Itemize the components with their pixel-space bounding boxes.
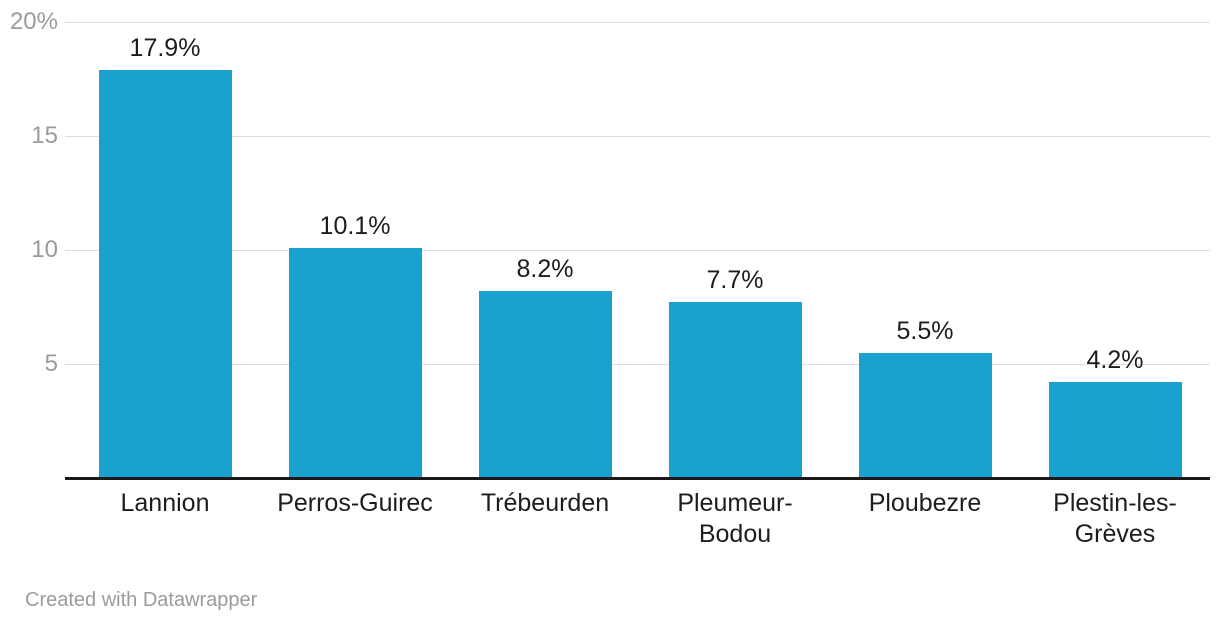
bar-value-label: 17.9% (129, 34, 201, 62)
bar-pleumeur-bodou[interactable] (669, 302, 802, 478)
x-axis-category-label: Lannion (120, 489, 210, 517)
y-gridline (65, 250, 1210, 251)
y-tick-label: 10 (31, 236, 58, 263)
y-gridline (65, 22, 1210, 23)
bar-lannion[interactable] (99, 70, 232, 478)
y-tick-label: 15 (31, 122, 58, 149)
x-axis-line (65, 477, 1210, 480)
bar-plestin-les-gr-ves[interactable] (1049, 382, 1182, 478)
x-axis-category-label: Ploubezre (868, 489, 982, 517)
x-axis-category-label: Pleumeur- Bodou (677, 489, 793, 548)
y-tick-label: 20% (9, 8, 58, 35)
bar-value-label: 8.2% (516, 255, 574, 283)
bar-ploubezre[interactable] (859, 353, 992, 478)
x-axis-category-label: Trébeurden (480, 489, 610, 517)
y-gridline (65, 136, 1210, 137)
y-tick-label: 5 (44, 350, 58, 377)
x-axis-category-label: Perros-Guirec (277, 489, 433, 517)
bar-value-label: 10.1% (319, 212, 391, 240)
bar-value-label: 4.2% (1086, 346, 1144, 374)
bar-value-label: 7.7% (706, 266, 764, 294)
datawrapper-credit-link[interactable]: Created with Datawrapper (25, 589, 258, 611)
bar-tr-beurden[interactable] (479, 291, 612, 478)
bar-perros-guirec[interactable] (289, 248, 422, 478)
bar-value-label: 5.5% (896, 317, 954, 345)
y-gridline (65, 364, 1210, 365)
x-axis-category-label: Plestin-les- Grèves (1053, 489, 1177, 548)
